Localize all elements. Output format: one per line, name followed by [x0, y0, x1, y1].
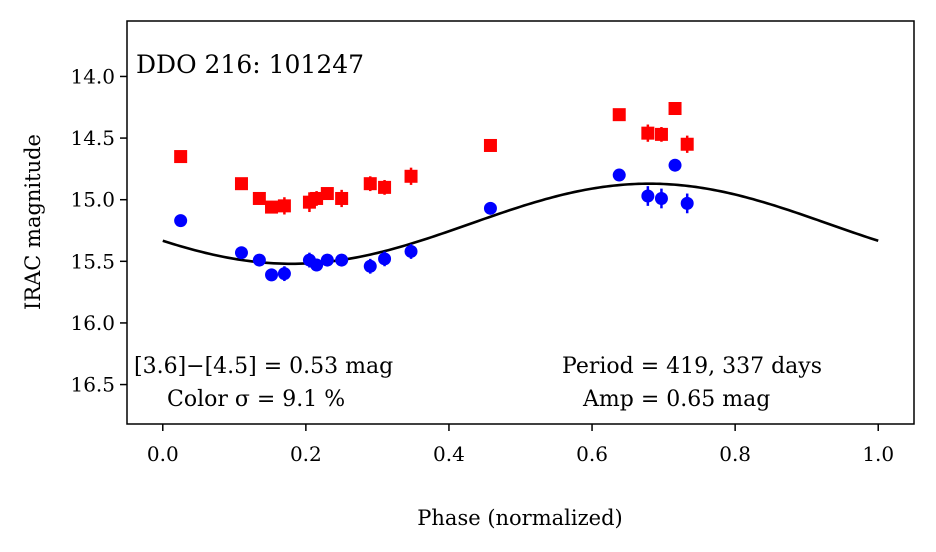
data-point-circle	[612, 168, 626, 182]
period-annotation: Period = 419, 337 days	[562, 354, 822, 379]
data-point-circle	[252, 253, 266, 267]
data-point-circle	[174, 214, 188, 228]
data-point-square	[234, 177, 248, 191]
y-axis-label: IRAC magnitude	[21, 134, 45, 310]
data-point-square	[404, 169, 418, 183]
model-curve-layer	[162, 182, 879, 266]
data-point-circle	[320, 253, 334, 267]
data-point-circle	[277, 267, 291, 281]
amplitude-annotation: Amp = 0.65 mag	[582, 387, 770, 412]
y-tick-label: 15.5	[70, 249, 115, 273]
y-tick-label: 16.5	[70, 373, 115, 397]
data-point-square	[265, 200, 279, 214]
data-point-circle	[234, 246, 248, 260]
data-points-layer	[174, 102, 694, 282]
data-point-square	[252, 191, 266, 205]
data-point-circle	[335, 253, 349, 267]
plot-frame	[126, 20, 915, 425]
data-point-square	[277, 199, 291, 213]
data-point-circle	[310, 258, 324, 272]
y-tick-label: 14.5	[70, 126, 115, 150]
data-point-circle	[654, 191, 668, 205]
data-point-circle	[483, 201, 497, 215]
x-tick-label: 1.0	[862, 442, 894, 466]
x-tick-label: 0.8	[719, 442, 751, 466]
axis-ticks-layer: 0.0 0.2 0.4 0.6 0.8 1.0 14.0 14.5 15.0 15.5 16.0 16…	[70, 64, 894, 466]
data-point-square	[378, 180, 392, 194]
data-point-square	[363, 177, 377, 191]
x-tick-label: 0.6	[576, 442, 608, 466]
data-point-circle	[363, 259, 377, 273]
data-point-square	[641, 126, 655, 140]
data-point-square	[335, 191, 349, 205]
y-tick-label: 15.0	[70, 188, 115, 212]
data-point-circle	[641, 189, 655, 203]
x-tick-label: 0.0	[147, 442, 179, 466]
y-tick-label: 16.0	[70, 311, 115, 335]
data-point-square	[320, 187, 334, 201]
data-point-square	[174, 150, 188, 164]
chart-title: DDO 216: 101247	[136, 50, 364, 79]
data-point-square	[483, 138, 497, 152]
color-sigma-annotation: Color σ = 9.1 %	[167, 387, 345, 412]
data-point-square	[680, 137, 694, 151]
data-point-square	[310, 191, 324, 205]
x-tick-label: 0.2	[290, 442, 322, 466]
data-point-square	[654, 127, 668, 141]
color-annotation: [3.6]−[4.5] = 0.53 mag	[134, 354, 393, 379]
model-curve-line	[162, 182, 879, 266]
data-point-circle	[378, 252, 392, 266]
x-axis-label: Phase (normalized)	[417, 506, 622, 530]
data-point-square	[668, 102, 682, 116]
x-tick-label: 0.4	[433, 442, 465, 466]
data-point-circle	[668, 158, 682, 172]
data-point-circle	[404, 244, 418, 258]
y-tick-label: 14.0	[70, 64, 115, 88]
data-point-circle	[265, 268, 279, 282]
data-point-square	[612, 108, 626, 122]
data-point-circle	[680, 196, 694, 210]
